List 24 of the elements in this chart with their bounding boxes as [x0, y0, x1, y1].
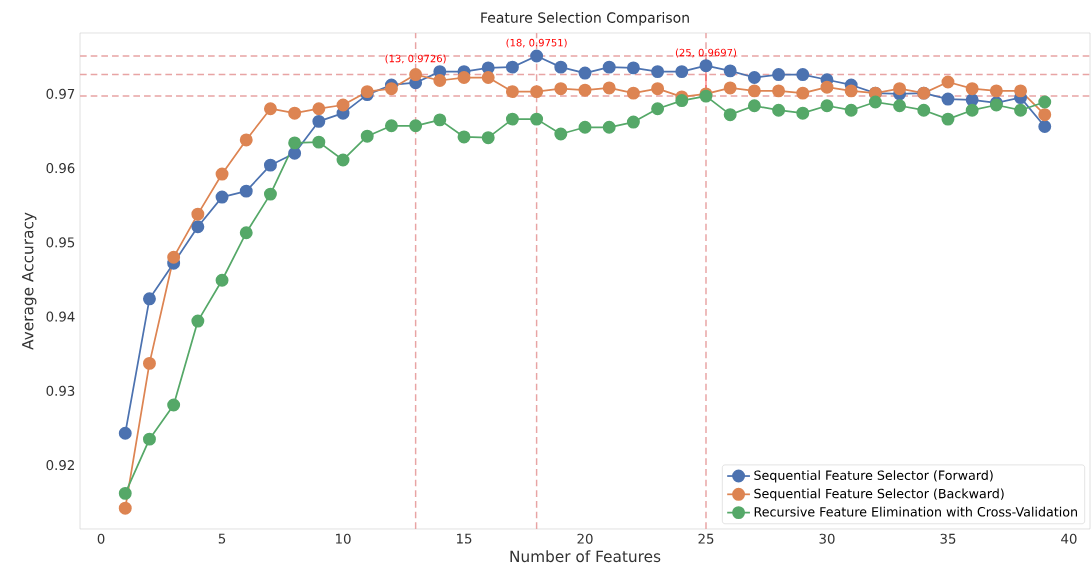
x-tick-label: 20: [577, 533, 593, 544]
y-tick-label: 0.93: [46, 385, 75, 396]
y-tick-label: 0.97: [46, 88, 75, 99]
y-tick-label: 0.92: [46, 460, 74, 471]
annotation: (18, 0.9751): [506, 38, 567, 48]
y-axis-title: Average Accuracy: [22, 212, 37, 350]
x-tick-label: 0: [97, 533, 105, 544]
annotation: (25, 0.9697): [675, 48, 737, 58]
y-tick-label: 0.96: [46, 163, 75, 174]
legend-label: Sequential Feature Selector (Forward): [754, 470, 993, 483]
y-tick-label: 0.94: [46, 311, 75, 322]
x-tick-label: 5: [218, 533, 226, 544]
y-tick-label: 0.95: [46, 237, 75, 248]
x-tick-label: 35: [940, 533, 956, 544]
legend-label: Sequential Feature Selector (Backward): [754, 488, 1004, 501]
x-tick-label: 25: [698, 533, 714, 544]
x-tick-label: 30: [819, 533, 835, 544]
annotation: (13, 0.9726): [385, 54, 446, 64]
x-tick-label: 10: [336, 533, 351, 544]
legend-label: Recursive Feature Elimination with Cross-Validation: [754, 506, 1077, 517]
x-tick-label: 40: [1061, 533, 1077, 544]
x-tick-label: 15: [457, 533, 472, 544]
x-axis-title: Number of Features: [510, 550, 661, 563]
chart-title: Feature Selection Comparison: [481, 12, 689, 26]
